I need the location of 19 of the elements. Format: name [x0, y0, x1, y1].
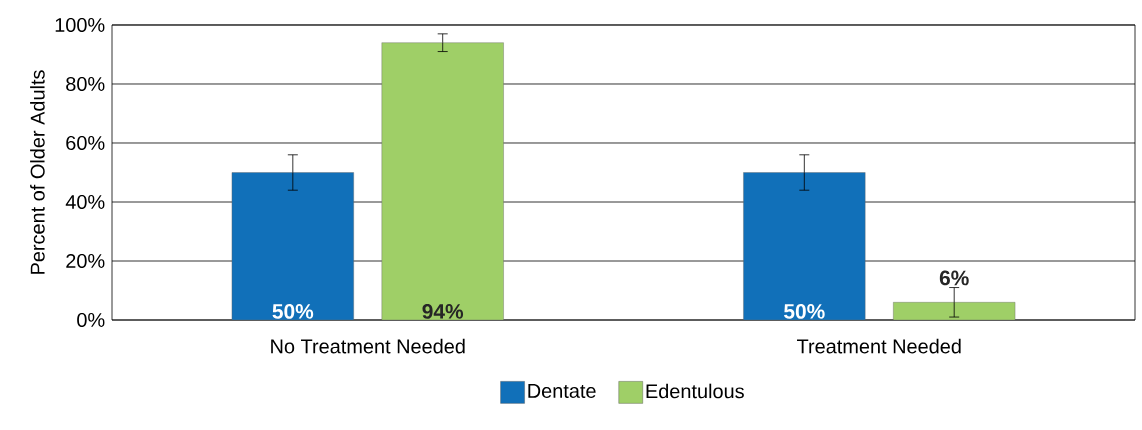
data-label: 94% [422, 303, 464, 319]
bar [893, 302, 1016, 320]
legend-label: Dentate [528, 384, 596, 398]
data-label: 50% [272, 303, 314, 319]
data-label: 6% [939, 270, 969, 286]
bar [743, 172, 866, 320]
y-tick-label: 60% [66, 135, 105, 151]
x-tick-label: Treatment Needed [797, 338, 961, 354]
data-label: 50% [784, 303, 825, 319]
bar [381, 42, 504, 320]
x-tick-label: No Treatment Needed [271, 338, 465, 354]
y-tick-label: 100% [55, 17, 105, 33]
y-axis-title: Percent of Older Adults [30, 70, 45, 274]
y-tick-label: 0% [77, 312, 105, 328]
y-tick-label: 40% [65, 194, 105, 210]
legend-label: Edentulous [646, 383, 744, 399]
y-tick-label: 20% [66, 253, 105, 269]
y-tick-label: 80% [66, 76, 105, 92]
bar [231, 172, 354, 320]
